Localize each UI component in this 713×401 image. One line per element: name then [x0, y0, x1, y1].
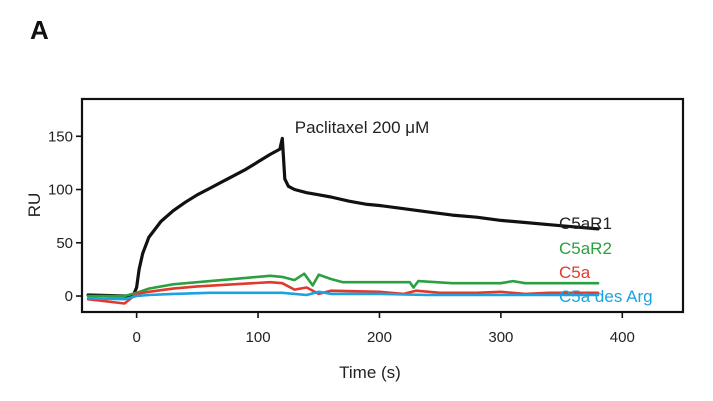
legend-label-c5a-des-arg: C5a des Arg: [559, 287, 653, 306]
plot-frame: [80, 97, 685, 314]
x-axis-ticks: 0 100 200 300 400: [132, 312, 635, 346]
chart: 0 50 100 150 0 100 200 300 400 Paclitaxel 200 μ…: [25, 97, 685, 382]
x-tick-label: 200: [367, 329, 392, 346]
series-line-c5a: [86, 280, 600, 305]
series-line-c5a-des-arg: [86, 290, 600, 301]
y-tick-label: 100: [48, 182, 73, 199]
x-tick-label: 400: [610, 329, 635, 346]
x-tick-label: 300: [488, 329, 513, 346]
y-tick-label: 0: [65, 288, 73, 305]
x-tick-label: 100: [246, 329, 271, 346]
x-tick-label: 0: [132, 329, 140, 346]
legend-label-c5ar2: C5aR2: [559, 239, 612, 258]
series-layer: [86, 136, 600, 305]
legend-label-c5ar1: C5aR1: [559, 214, 612, 233]
panel-label: A: [30, 15, 49, 45]
series-line-c5ar1: [86, 136, 600, 298]
legend: C5aR1 C5aR2 C5a C5a des Arg: [559, 214, 653, 306]
y-tick-label: 150: [48, 128, 73, 145]
y-axis-title: RU: [25, 193, 44, 218]
chart-annotation: Paclitaxel 200 μM: [295, 118, 430, 137]
legend-label-c5a: C5a: [559, 263, 591, 282]
series-line-c5ar2: [86, 272, 600, 298]
y-axis-ticks: 0 50 100 150: [48, 128, 82, 305]
x-axis-title: Time (s): [339, 363, 401, 382]
y-tick-label: 50: [56, 235, 73, 252]
